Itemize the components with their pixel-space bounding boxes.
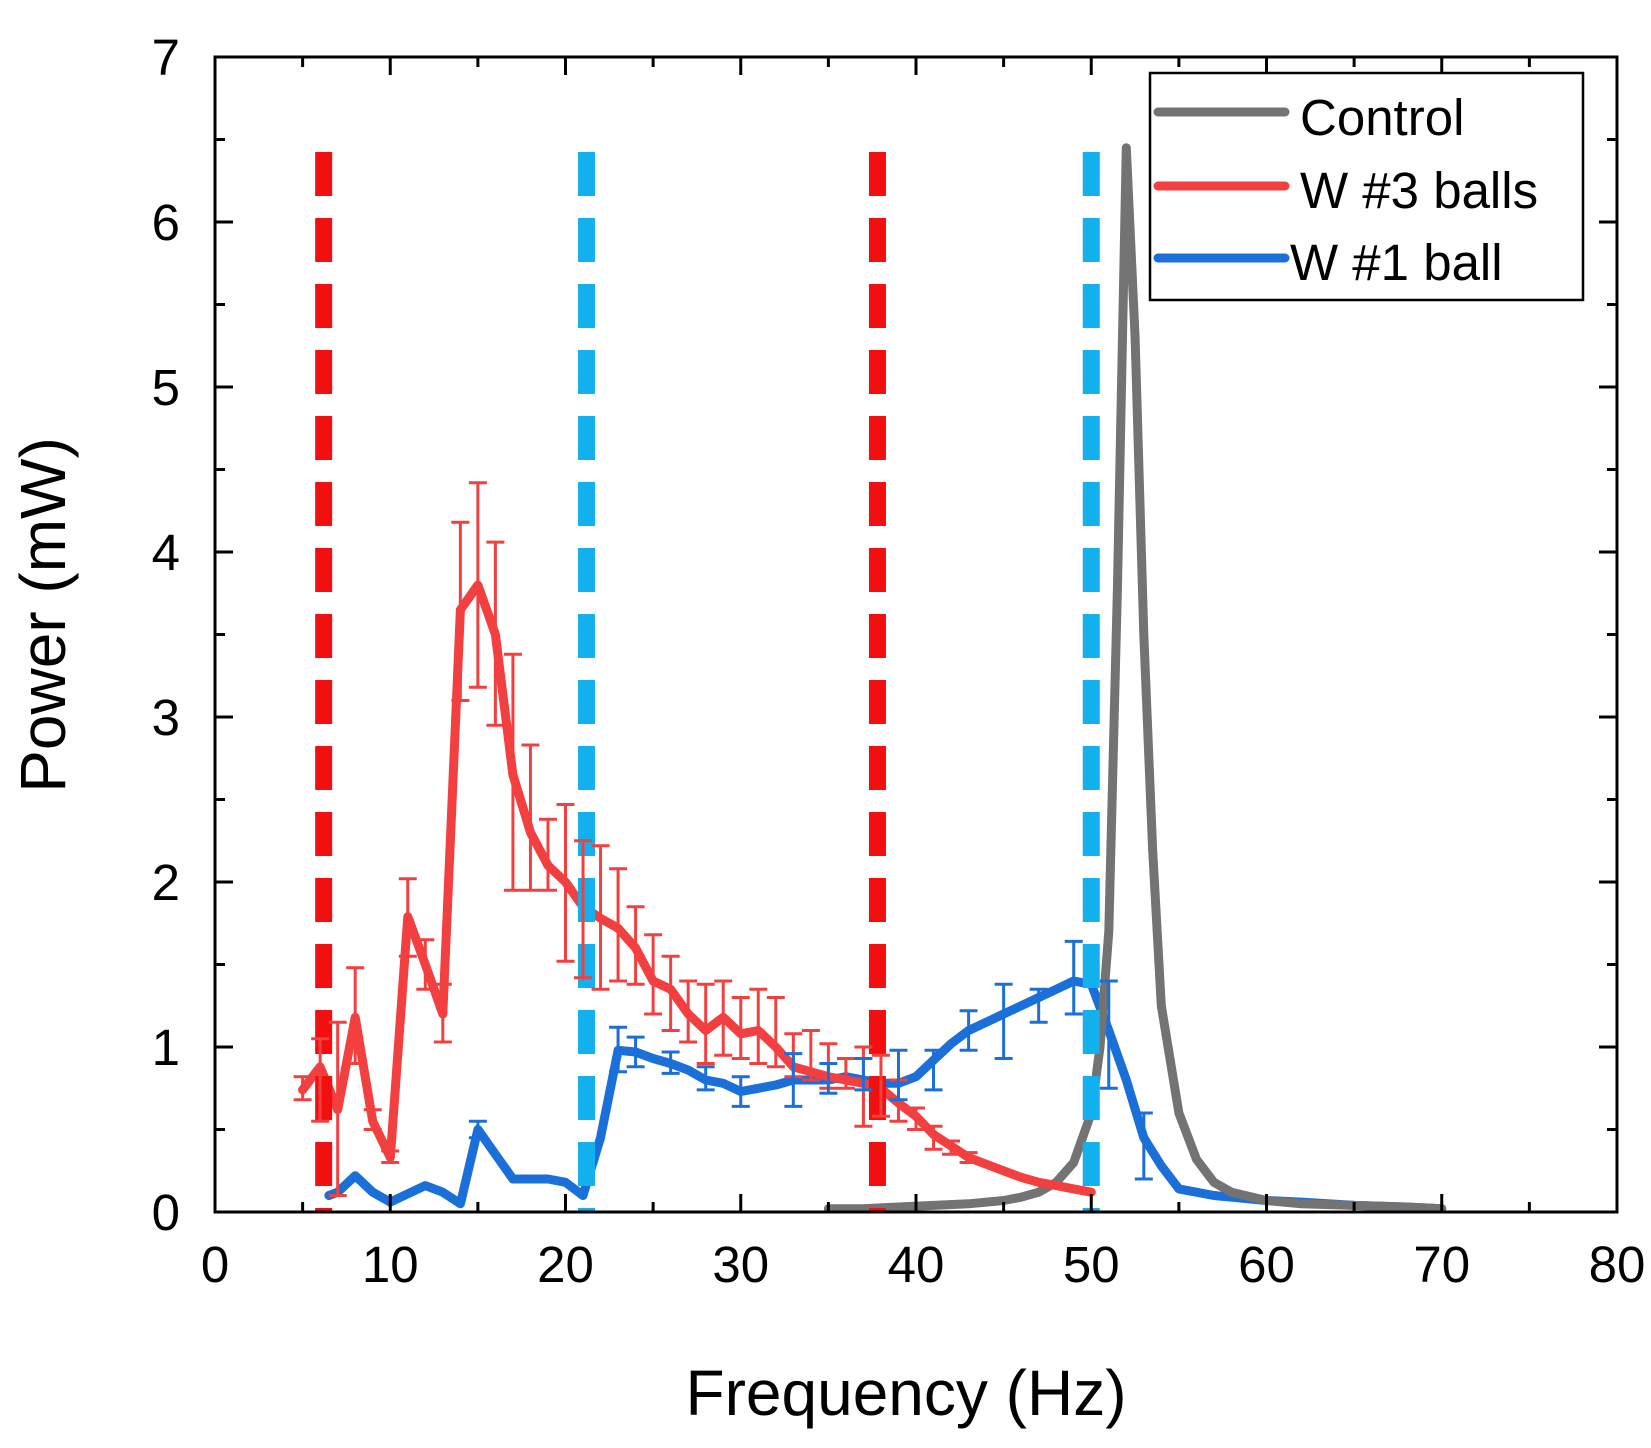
error-bar — [871, 1053, 890, 1118]
legend-label-w1: W #1 ball — [1290, 234, 1503, 291]
error-bar — [486, 540, 505, 727]
error-bar — [696, 1065, 715, 1092]
series-line-control — [823, 143, 1447, 1214]
error-bar — [959, 1151, 978, 1164]
x-tick-label: 60 — [1238, 1236, 1295, 1293]
error-bar — [731, 1075, 750, 1108]
error-bar — [1099, 979, 1118, 1090]
error-bar — [749, 987, 768, 1065]
axis-ticks — [213, 55, 1619, 1214]
error-bar — [328, 1020, 347, 1197]
y-tick-label: 6 — [152, 194, 180, 251]
error-bar — [714, 979, 733, 1057]
error-bar — [433, 982, 452, 1044]
reference-lines — [315, 152, 1100, 1212]
y-axis-label: Power (mW) — [7, 437, 79, 793]
error-bar — [679, 979, 698, 1044]
error-bar — [942, 1139, 961, 1156]
x-axis-label: Frequency (Hz) — [686, 1357, 1127, 1429]
y-tick-label: 3 — [152, 689, 180, 746]
error-bars — [293, 481, 1153, 1197]
error-bar — [924, 1048, 943, 1092]
x-tick-label: 20 — [537, 1236, 594, 1293]
legend-label-w3: W #3 balls — [1300, 162, 1538, 219]
error-bar — [924, 1124, 943, 1151]
error-bar — [1029, 987, 1048, 1024]
error-bar — [836, 1057, 855, 1090]
error-bar — [416, 938, 435, 991]
error-bar — [556, 802, 575, 963]
error-bar — [1064, 939, 1083, 1016]
error-bar — [801, 1029, 820, 1082]
y-tick-label: 2 — [152, 854, 180, 911]
error-bar — [591, 844, 610, 991]
x-tick-label: 40 — [888, 1236, 945, 1293]
error-bar — [854, 1057, 873, 1092]
x-tick-label: 10 — [362, 1236, 419, 1293]
error-bar — [784, 1052, 803, 1108]
error-bar — [626, 1035, 645, 1069]
tick-labels: 0 10 20 30 40 50 60 70 80 0 1 2 3 4 5 6 7 — [152, 29, 1646, 1293]
x-tick-label: 50 — [1063, 1236, 1120, 1293]
error-bar — [731, 996, 750, 1061]
error-bar — [468, 481, 487, 689]
y-tick-label: 4 — [152, 524, 180, 581]
x-tick-label: 30 — [712, 1236, 769, 1293]
legend: Control W #3 balls W #1 ball — [1148, 71, 1585, 302]
error-bar — [819, 1062, 838, 1095]
error-bar — [1134, 1111, 1153, 1181]
error-bar — [661, 1050, 680, 1075]
error-bar — [609, 867, 628, 983]
legend-label-control: Control — [1300, 89, 1464, 146]
y-tick-label: 0 — [152, 1184, 180, 1241]
x-tick-label: 70 — [1413, 1236, 1470, 1293]
error-bar — [311, 1037, 330, 1123]
error-bar — [889, 1048, 908, 1102]
error-bar — [451, 520, 470, 702]
error-bar — [538, 817, 557, 892]
error-bar — [293, 1075, 312, 1102]
error-bar — [398, 877, 417, 958]
y-tick-label: 7 — [152, 29, 180, 86]
error-bar — [574, 839, 593, 980]
error-bar — [696, 982, 715, 1065]
x-tick-label: 80 — [1589, 1236, 1646, 1293]
error-bar — [766, 996, 785, 1069]
error-bar — [346, 966, 365, 1065]
error-bar — [661, 954, 680, 1032]
error-bar — [468, 1119, 487, 1140]
error-bar — [381, 1149, 400, 1164]
error-bar — [363, 1108, 382, 1131]
error-bar — [503, 652, 522, 892]
y-tick-label: 1 — [152, 1019, 180, 1076]
error-bar — [521, 743, 540, 892]
x-tick-label: 0 — [201, 1236, 229, 1293]
error-bar — [994, 982, 1013, 1061]
error-bar — [959, 1009, 978, 1052]
error-bar — [609, 1025, 628, 1074]
error-bar — [644, 933, 663, 1016]
error-bar — [907, 1106, 925, 1131]
error-bar — [626, 905, 645, 986]
y-tick-label: 5 — [152, 359, 180, 416]
